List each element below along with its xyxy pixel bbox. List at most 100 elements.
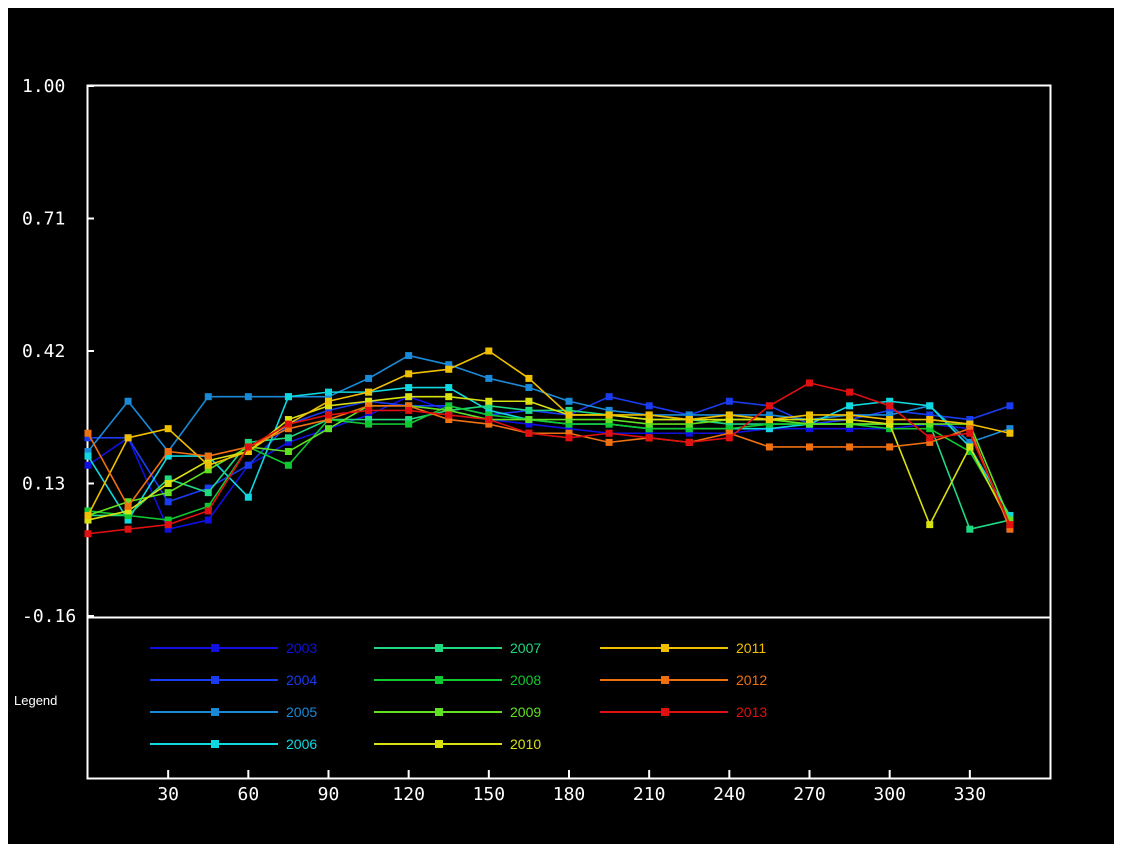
data-point bbox=[365, 397, 373, 405]
data-point bbox=[244, 448, 252, 456]
data-point bbox=[84, 461, 92, 469]
legend-item: 2013 bbox=[600, 704, 767, 720]
legend-swatch-marker bbox=[211, 708, 219, 716]
x-tick-label: 60 bbox=[237, 784, 259, 805]
legend-title: Legend bbox=[14, 693, 57, 708]
data-point bbox=[485, 416, 493, 424]
series-line-2011 bbox=[87, 350, 1011, 516]
series-line-2012 bbox=[87, 405, 1011, 530]
data-point bbox=[325, 425, 332, 433]
data-point bbox=[124, 434, 132, 442]
data-point bbox=[365, 402, 373, 410]
data-point bbox=[525, 416, 533, 424]
plot-border bbox=[86, 84, 1052, 619]
data-point bbox=[765, 443, 773, 451]
legend-item: 2009 bbox=[374, 704, 541, 720]
data-point bbox=[325, 388, 332, 396]
legend-item: 2010 bbox=[374, 736, 541, 752]
data-point bbox=[124, 516, 132, 524]
data-point bbox=[886, 397, 894, 405]
data-point bbox=[124, 525, 132, 533]
series-line-2003 bbox=[87, 395, 1011, 530]
data-point bbox=[966, 525, 974, 533]
data-point bbox=[284, 434, 292, 442]
data-point bbox=[445, 402, 453, 410]
y-axis: 1.00 0.71 0.42 0.13 -0.16 bbox=[22, 76, 94, 627]
series-2008 bbox=[84, 402, 1014, 524]
series-line-2009 bbox=[87, 405, 1011, 521]
data-point bbox=[284, 461, 292, 469]
legend-label: 2008 bbox=[510, 672, 541, 688]
data-point bbox=[765, 420, 773, 428]
data-point bbox=[164, 480, 172, 487]
legend-swatch-marker bbox=[661, 708, 669, 716]
data-point bbox=[445, 416, 453, 424]
data-point bbox=[1006, 402, 1014, 410]
data-point bbox=[365, 388, 373, 396]
legend-swatch-marker bbox=[661, 644, 669, 652]
data-point bbox=[605, 393, 613, 401]
data-point bbox=[365, 411, 373, 419]
legend-item: 2011 bbox=[600, 640, 766, 656]
data-point bbox=[1006, 516, 1014, 524]
data-point bbox=[204, 516, 212, 524]
y-tick-label: 0.71 bbox=[22, 209, 65, 230]
legend-label: 2011 bbox=[736, 640, 766, 656]
data-point bbox=[164, 489, 172, 497]
data-point bbox=[164, 498, 172, 506]
data-point bbox=[806, 425, 813, 433]
data-point bbox=[485, 406, 493, 414]
legend-item: 2007 bbox=[374, 640, 541, 656]
legend-label: 2007 bbox=[510, 640, 541, 656]
data-point bbox=[164, 425, 172, 433]
data-point bbox=[886, 406, 894, 414]
data-point bbox=[1006, 511, 1014, 519]
y-tick-label: 0.42 bbox=[22, 341, 65, 362]
data-point bbox=[485, 347, 493, 355]
data-point bbox=[846, 388, 854, 396]
x-tick-label: 120 bbox=[392, 784, 425, 805]
data-point bbox=[204, 393, 212, 401]
data-point bbox=[926, 411, 934, 419]
data-point bbox=[204, 461, 212, 469]
legend-swatch-marker bbox=[435, 676, 443, 684]
series-line-2004 bbox=[88, 395, 1011, 503]
data-point bbox=[645, 434, 653, 442]
data-point bbox=[244, 461, 252, 469]
data-point bbox=[445, 384, 453, 392]
data-point bbox=[525, 374, 533, 382]
data-point bbox=[204, 452, 212, 460]
data-point bbox=[846, 402, 854, 410]
data-point bbox=[685, 425, 693, 433]
legend: 2003 2004 2005 2006 2007 2008 2009 2010 2011 2012… bbox=[150, 640, 767, 752]
data-point bbox=[846, 420, 854, 428]
data-point bbox=[645, 429, 653, 437]
data-point bbox=[765, 416, 773, 424]
x-tick-label: 240 bbox=[713, 784, 746, 805]
data-point bbox=[244, 393, 252, 401]
data-point bbox=[725, 429, 733, 437]
data-point bbox=[886, 443, 894, 451]
y-tick-label: 0.13 bbox=[22, 474, 65, 495]
data-point bbox=[284, 448, 292, 456]
legend-label: 2005 bbox=[286, 704, 317, 720]
data-point bbox=[765, 402, 773, 410]
data-point bbox=[485, 411, 493, 419]
data-point bbox=[124, 397, 132, 405]
data-point bbox=[325, 416, 332, 424]
data-point bbox=[926, 434, 934, 442]
legend-swatch-marker bbox=[211, 740, 219, 748]
data-point bbox=[926, 420, 934, 428]
data-point bbox=[405, 406, 413, 414]
data-point bbox=[725, 416, 733, 424]
data-point bbox=[605, 429, 613, 437]
data-point bbox=[164, 448, 172, 456]
data-point bbox=[886, 411, 894, 419]
legend-label: 2003 bbox=[286, 640, 317, 656]
data-point bbox=[605, 406, 613, 414]
x-tick-label: 90 bbox=[318, 784, 340, 805]
data-point bbox=[405, 352, 413, 360]
x-tick-label: 330 bbox=[954, 784, 987, 805]
data-point bbox=[605, 420, 613, 428]
legend-swatch-marker bbox=[661, 676, 669, 684]
